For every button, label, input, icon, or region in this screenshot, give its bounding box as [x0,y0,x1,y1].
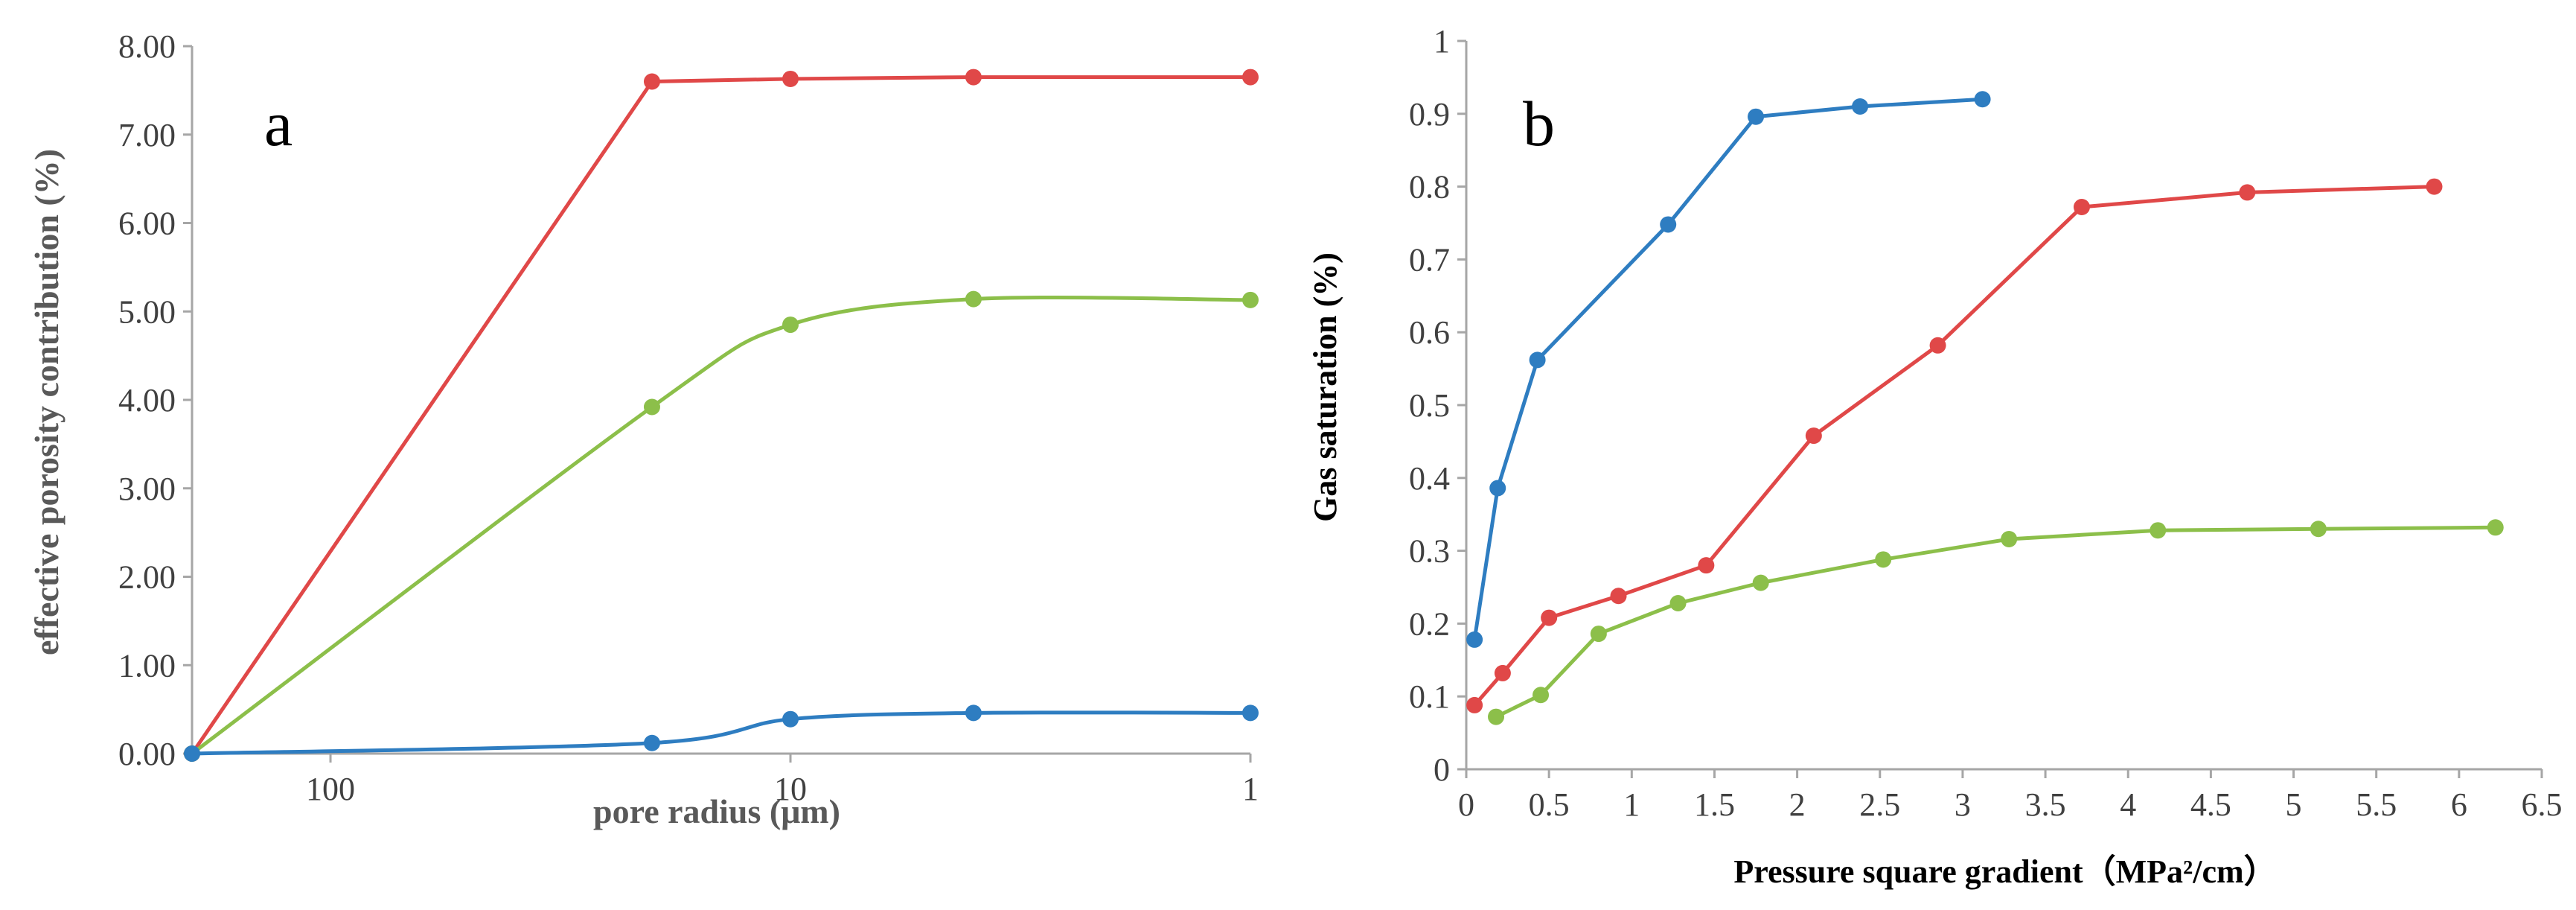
chart-a-y-tick-label: 4.00 [118,382,176,419]
chart-a-data-point [643,734,660,751]
chart-a-data-point [1242,69,1259,86]
chart-b-x-tick-label: 1 [1623,786,1640,823]
chart-b-panel-label: b [1523,88,1555,159]
chart-b-data-point [1748,108,1765,125]
chart-b-x-axis-title: Pressure square gradient（MPa²/cm） [1733,853,2276,890]
chart-b-series-line [1495,525,2496,719]
chart-b-data-point [1466,631,1483,648]
chart-b-data-point [2001,530,2018,547]
chart-b-data-point [2239,184,2256,201]
chart-b-y-tick-label: 0.3 [1409,533,1450,570]
chart-a-y-tick-label: 3.00 [118,471,176,507]
chart-b-y-tick-label: 0.2 [1409,605,1450,642]
chart-a-data-point [782,710,799,728]
chart-b-data-point [1875,551,1892,568]
chart-b-y-tick-label: 0.7 [1409,241,1450,278]
chart-a-y-tick-label: 0.00 [118,736,176,772]
chart-b-x-tick-label: 3 [1955,786,1971,823]
chart-b-data-point [1466,696,1483,713]
chart-a-series [184,69,1259,762]
chart-a-data-point [782,70,799,87]
chart-a-y-tick-label: 5.00 [118,293,176,330]
chart-b-data-point [2310,521,2327,538]
chart-a-data-point [965,69,982,86]
chart-a-series-line [191,710,1251,756]
chart-b-axes [1465,41,2542,771]
chart-a-x-tick-label: 100 [306,771,355,807]
chart-a-series-line [190,75,1250,755]
chart-b-series [1466,91,2504,725]
chart-b-data-point [1698,557,1715,574]
chart-a-y-tick-label: 6.00 [118,206,176,242]
chart-b-x-tick-label: 6.5 [2522,786,2563,823]
chart-a-data-point [643,73,660,90]
chart-b-y-axis-title: Gas saturation (%) [1307,252,1343,522]
chart-b-data-point [1590,626,1607,643]
chart-a-series-line [191,295,1251,755]
chart-b-x-tick-label: 5 [2286,786,2302,823]
chart-b-data-point [1610,588,1627,605]
chart-b-data-point [1805,427,1822,445]
chart-b-data-point [1529,351,1546,369]
chart-b-y-tick-label: 0.5 [1409,387,1450,424]
chart-b-data-point [1489,480,1506,497]
chart-a-x-tick-label: 1 [1242,771,1259,807]
chart-b-y-tick-label: 0.1 [1409,678,1450,715]
chart-b-x-tick-label: 4 [2120,786,2136,823]
chart-b-y-tick-label: 0.9 [1409,96,1450,133]
chart-b-x-tick-label: 3.5 [2025,786,2066,823]
chart-a-data-point [1242,291,1259,308]
chart-a: 0.00 1.00 2.00 3.00 4.00 5.00 6.00 7.00 8.00 100 1… [28,28,1259,830]
chart-b-data-point [1533,687,1550,704]
chart-b-data-point [2426,178,2443,195]
chart-b-data-point [1660,216,1677,233]
chart-a-data-point [1242,704,1259,722]
chart-b-x-tick-label: 0.5 [1529,786,1570,823]
chart-b-data-point [2073,198,2090,215]
chart-a-axes [191,46,1250,755]
chart-b-x-tick-label: 0 [1458,786,1474,823]
chart-b-data-point [1488,708,1505,725]
chart-b-data-point [1752,574,1769,591]
chart-a-x-axis-title: pore radius (μm) [593,792,840,830]
chart-a-ticks: 0.00 1.00 2.00 3.00 4.00 5.00 6.00 7.00 8.00 100 1… [118,28,1259,807]
chart-b-data-point [1494,664,1511,681]
chart-a-y-axis-title: effective porosity contribution (%) [28,149,65,655]
chart-b-data-point [1974,91,1991,108]
chart-b-x-tick-label: 4.5 [2190,786,2231,823]
chart-b-data-point [1852,98,1869,115]
chart-a-y-tick-label: 7.00 [118,117,176,153]
chart-b-data-point [1929,337,1946,354]
chart-a-data-point [782,316,799,334]
chart-b-y-tick-label: 0 [1434,751,1450,788]
chart-a-data-point [184,745,200,762]
chart-b-x-tick-label: 5.5 [2356,786,2397,823]
chart-a-y-tick-label: 1.00 [118,647,176,684]
chart-a-y-tick-label: 2.00 [118,559,176,596]
chart-b-data-point [2487,519,2504,536]
chart-a-y-tick-label: 8.00 [118,28,176,65]
chart-b-x-tick-label: 6 [2451,786,2467,823]
chart-b-series-line [1473,185,2435,707]
chart-b-x-tick-label: 2.5 [1859,786,1900,823]
chart-b-y-tick-label: 0.4 [1409,460,1450,497]
chart-a-x-tick-label: 10 [774,771,807,807]
chart-b: 0 0.1 0.2 0.3 0.4 0.5 0.6 0.7 0.8 0.9 1 0 0.5 1 1.5 2 2.… [1307,23,2563,890]
chart-b-y-tick-label: 1 [1434,23,1450,60]
chart-a-data-point [643,398,660,416]
chart-b-y-tick-label: 0.8 [1409,169,1450,206]
chart-b-data-point [2150,522,2167,539]
chart-b-ticks: 0 0.1 0.2 0.3 0.4 0.5 0.6 0.7 0.8 0.9 1 0 0.5 1 1.5 2 2.… [1409,23,2563,823]
chart-b-x-tick-label: 2 [1789,786,1806,823]
chart-b-x-tick-label: 1.5 [1694,786,1735,823]
chart-a-panel-label: a [264,88,293,159]
chart-b-data-point [1541,609,1558,626]
chart-a-data-point [965,290,982,308]
chart-b-y-tick-label: 0.6 [1409,314,1450,351]
chart-b-data-point [1669,595,1687,612]
chart-a-data-point [965,704,982,722]
